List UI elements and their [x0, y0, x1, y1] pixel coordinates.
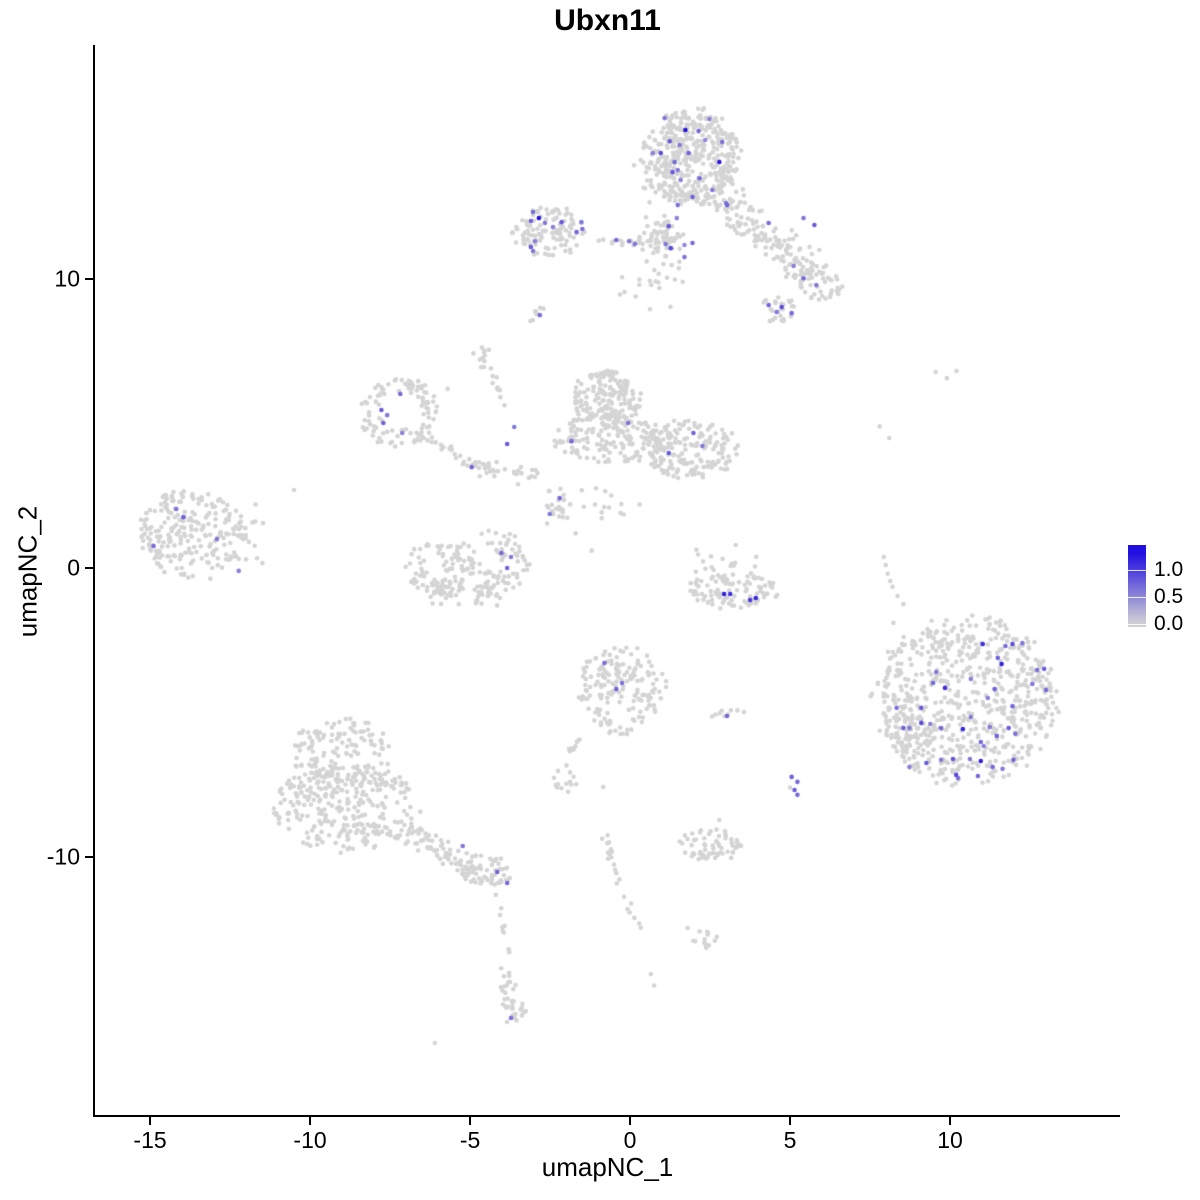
x-tick-label: 5: [783, 1127, 797, 1153]
y-tick-mark: [85, 278, 93, 281]
legend-gradient-bar: [1128, 545, 1146, 627]
x-tick-mark: [949, 1117, 952, 1125]
x-tick-label: -15: [133, 1127, 167, 1153]
x-tick-label: 10: [937, 1127, 963, 1153]
x-axis-line: [93, 1115, 1120, 1117]
x-tick-mark: [789, 1117, 792, 1125]
legend-tick-label: 1.0: [1154, 557, 1184, 581]
y-axis-line: [93, 45, 95, 1117]
y-tick-label: 0: [67, 554, 80, 581]
x-tick-mark: [629, 1117, 632, 1125]
x-tick-mark: [309, 1117, 312, 1125]
y-tick-mark: [85, 855, 93, 858]
x-tick-label: 0: [623, 1127, 637, 1153]
x-tick-mark: [469, 1117, 472, 1125]
x-axis-title: umapNC_1: [541, 1152, 674, 1182]
y-tick-label: 10: [54, 265, 80, 292]
y-tick-label: -10: [46, 843, 80, 870]
legend-tick-label: 0.0: [1154, 611, 1184, 635]
y-tick-mark: [85, 567, 93, 569]
legend-tick-label: 0.5: [1154, 584, 1184, 608]
x-tick-mark: [149, 1117, 152, 1125]
legend-tick-mark: [1128, 596, 1146, 598]
legend-tick-mark: [1128, 569, 1146, 571]
x-tick-label: -10: [293, 1127, 327, 1153]
legend-tick-mark: [1128, 623, 1146, 625]
plot-title: Ubxn11: [554, 4, 661, 37]
y-axis-title: umapNC_2: [12, 505, 43, 638]
x-tick-label: -5: [459, 1127, 481, 1153]
